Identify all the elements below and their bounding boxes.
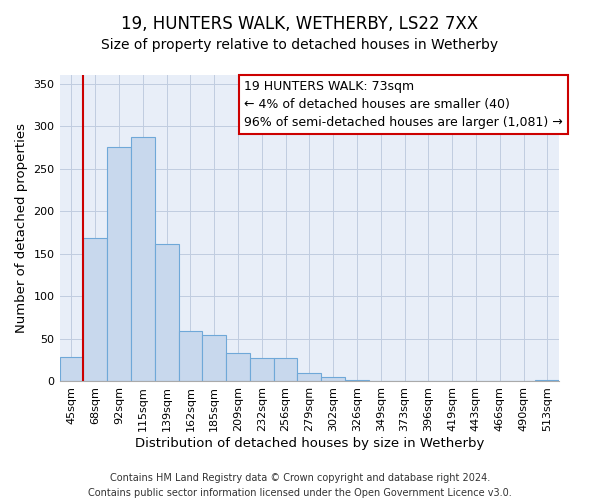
Bar bbox=[155, 244, 179, 382]
Bar bbox=[298, 373, 321, 382]
Bar bbox=[226, 354, 250, 382]
Bar bbox=[107, 148, 131, 382]
Text: 19 HUNTERS WALK: 73sqm
← 4% of detached houses are smaller (40)
96% of semi-deta: 19 HUNTERS WALK: 73sqm ← 4% of detached … bbox=[244, 80, 563, 128]
Bar bbox=[369, 380, 392, 382]
Bar bbox=[321, 377, 345, 382]
Bar bbox=[179, 331, 202, 382]
X-axis label: Distribution of detached houses by size in Wetherby: Distribution of detached houses by size … bbox=[134, 437, 484, 450]
Text: 19, HUNTERS WALK, WETHERBY, LS22 7XX: 19, HUNTERS WALK, WETHERBY, LS22 7XX bbox=[121, 15, 479, 33]
Bar bbox=[440, 380, 464, 382]
Text: Size of property relative to detached houses in Wetherby: Size of property relative to detached ho… bbox=[101, 38, 499, 52]
Bar bbox=[59, 357, 83, 382]
Bar bbox=[535, 380, 559, 382]
Bar bbox=[202, 336, 226, 382]
Bar bbox=[131, 137, 155, 382]
Bar bbox=[345, 380, 369, 382]
Bar bbox=[83, 238, 107, 382]
Y-axis label: Number of detached properties: Number of detached properties bbox=[15, 123, 28, 333]
Text: Contains HM Land Registry data © Crown copyright and database right 2024.
Contai: Contains HM Land Registry data © Crown c… bbox=[88, 472, 512, 498]
Bar bbox=[274, 358, 298, 382]
Bar bbox=[250, 358, 274, 382]
